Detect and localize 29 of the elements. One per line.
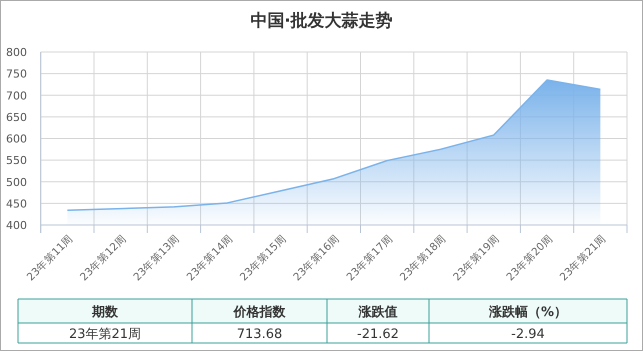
x-tick-label: 23年第11周 [24,232,76,284]
text: 价格指数 [232,305,286,320]
y-tick-label: 550 [6,154,27,168]
x-tick-label: 23年第18周 [398,232,449,284]
text: 涨跌值 [358,305,398,320]
text: 23年第21周 [68,327,142,342]
x-tick-label: 23年第19周 [451,232,502,284]
y-tick-label: 500 [6,176,27,189]
y-tick-label: 650 [6,110,27,124]
x-tick-label: 23年第17周 [344,232,396,284]
x-tick-label: 23年第20周 [504,232,556,284]
y-tick-label: 800 [6,46,27,59]
chart-title: 中国·批发大蒜走势 [250,11,393,31]
x-tick-label: 23年第15周 [238,232,289,284]
text: -2.94 [511,327,545,342]
y-tick-label: 600 [6,132,27,146]
x-tick-label: 23年第21周 [558,232,608,284]
y-tick-label: 700 [6,89,27,102]
text: -21.62 [357,327,399,342]
text: 涨跌幅（%） [488,305,568,320]
text: 713.68 [236,327,282,342]
text: 期数 [91,305,119,320]
y-tick-label: 750 [6,68,27,81]
y-tick-label: 450 [6,197,27,210]
y-tick-label: 400 [6,219,27,232]
x-tick-label: 23年第14周 [184,232,236,284]
x-tick-label: 23年第13周 [131,232,182,284]
x-tick-label: 23年第16周 [291,232,342,284]
x-tick-label: 23年第12周 [78,232,129,284]
